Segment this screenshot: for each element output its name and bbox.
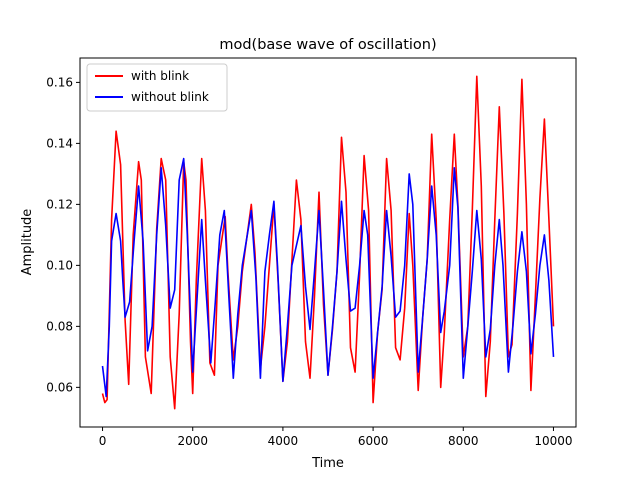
y-tick-label: 0.08	[46, 319, 73, 333]
legend-label-with-blink: with blink	[131, 69, 189, 83]
y-tick-label: 0.06	[46, 380, 73, 394]
x-tick-label: 10000	[534, 434, 572, 448]
x-tick-label: 6000	[358, 434, 389, 448]
legend: with blink without blink	[86, 63, 228, 112]
x-tick-label: 4000	[268, 434, 299, 448]
y-tick-label: 0.10	[46, 258, 73, 272]
x-axis: 0 2000 4000 6000 8000 10000	[99, 427, 573, 448]
x-tick-label: 8000	[448, 434, 479, 448]
y-axis: 0.06 0.08 0.10 0.12 0.14 0.16	[46, 75, 80, 394]
series-line-without-blink	[101, 157, 555, 398]
y-tick-label: 0.12	[46, 197, 73, 211]
y-tick-label: 0.14	[46, 136, 73, 150]
y-axis-title: Amplitude	[20, 209, 35, 276]
x-tick-label: 0	[99, 434, 107, 448]
x-axis-title: Time	[311, 456, 344, 471]
plot-frame	[79, 57, 577, 428]
x-tick-label: 2000	[177, 434, 208, 448]
series-layer	[101, 75, 555, 410]
chart-title: mod(base wave of oscillation)	[219, 37, 436, 53]
legend-label-without-blink: without blink	[131, 90, 209, 104]
y-tick-label: 0.16	[46, 75, 73, 89]
